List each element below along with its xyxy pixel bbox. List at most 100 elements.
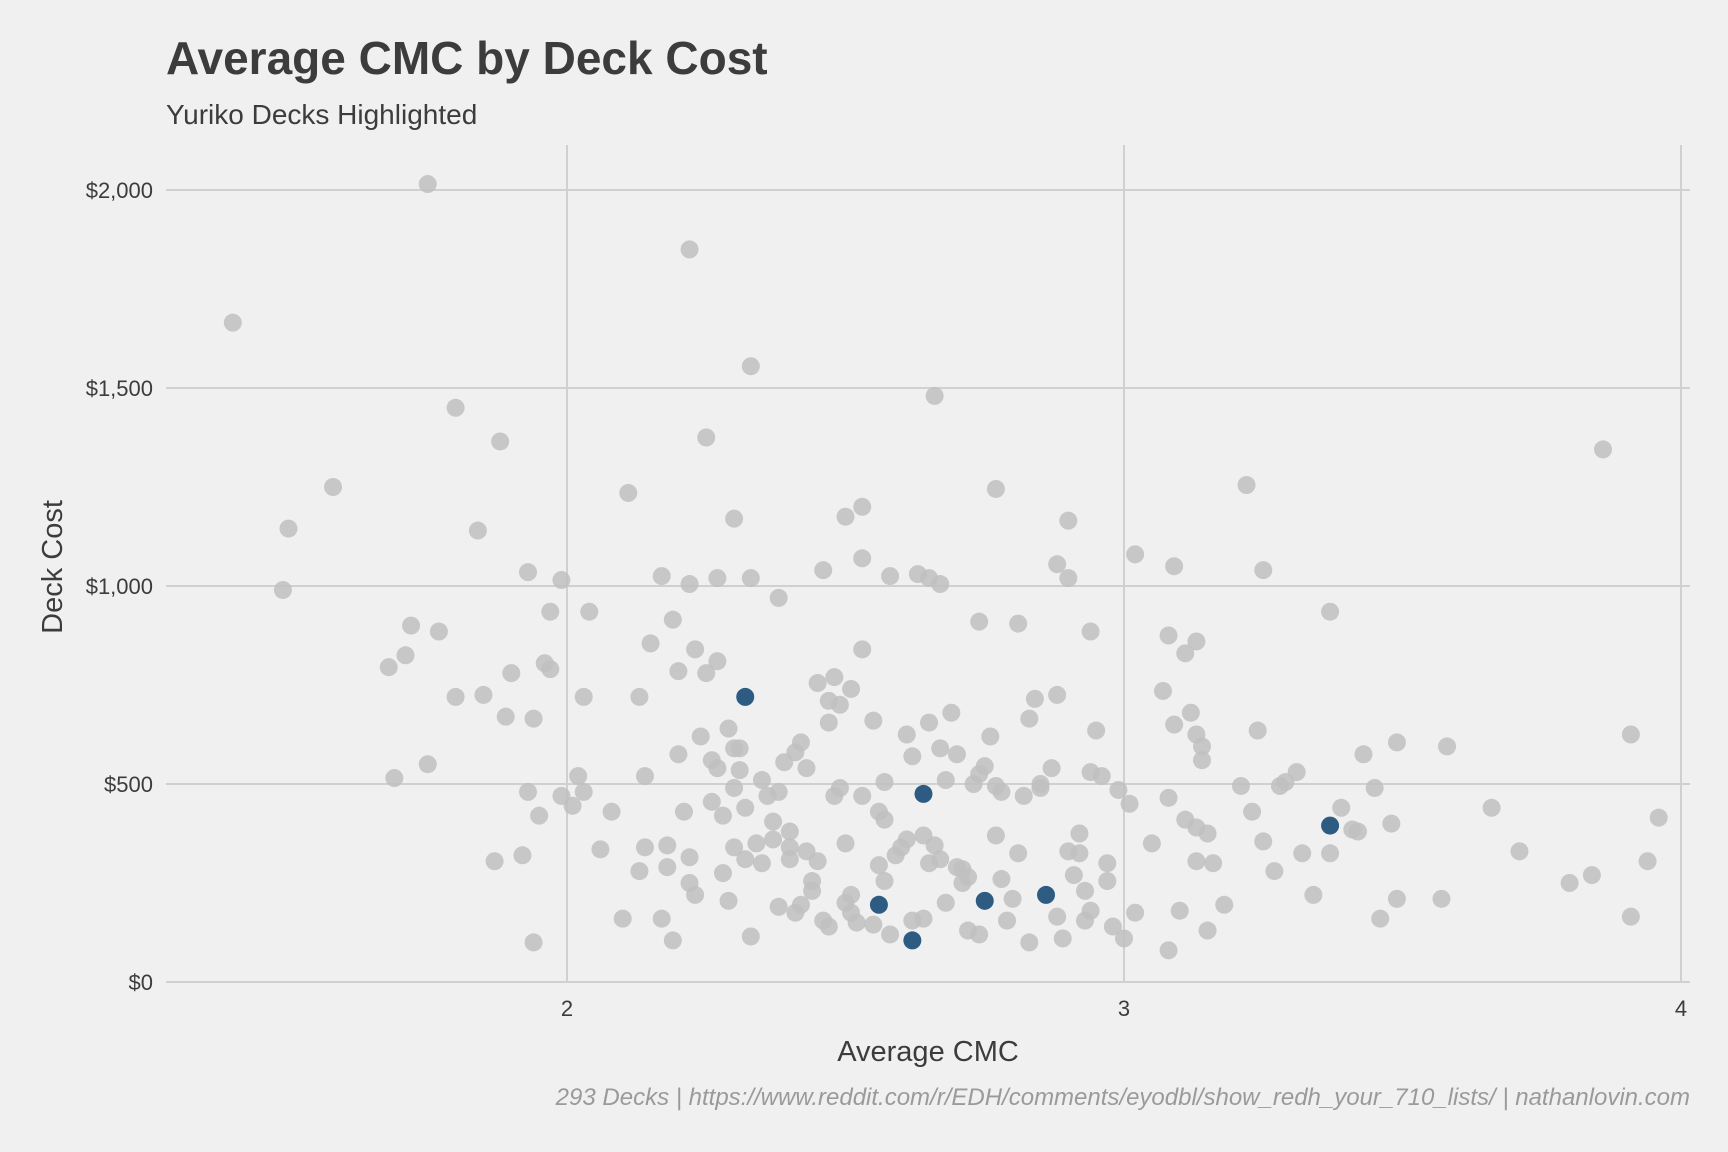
data-point bbox=[513, 846, 532, 865]
data-point bbox=[836, 834, 855, 853]
data-point bbox=[1321, 602, 1340, 621]
data-point bbox=[1432, 889, 1451, 908]
data-point bbox=[1332, 798, 1351, 817]
data-point bbox=[942, 703, 961, 722]
data-point bbox=[936, 893, 955, 912]
data-point bbox=[652, 909, 671, 928]
data-point bbox=[736, 850, 755, 869]
data-point bbox=[418, 755, 437, 774]
data-point bbox=[468, 521, 487, 540]
chart-title: Average CMC by Deck Cost bbox=[166, 32, 768, 84]
data-point bbox=[959, 868, 978, 887]
data-point bbox=[936, 771, 955, 790]
data-point bbox=[1287, 763, 1306, 782]
data-point bbox=[541, 660, 560, 679]
data-point bbox=[1081, 901, 1100, 920]
data-point bbox=[686, 640, 705, 659]
data-point bbox=[697, 664, 716, 683]
data-point bbox=[273, 580, 292, 599]
data-point bbox=[719, 891, 738, 910]
data-point bbox=[1126, 545, 1145, 564]
data-point bbox=[992, 870, 1011, 889]
data-point bbox=[819, 713, 838, 732]
data-point bbox=[925, 386, 944, 405]
highlighted-data-point bbox=[903, 931, 922, 950]
data-point bbox=[429, 622, 448, 641]
data-point bbox=[1176, 644, 1195, 663]
data-point bbox=[613, 909, 632, 928]
x-tick-label: 3 bbox=[1118, 996, 1130, 1021]
data-point bbox=[379, 658, 398, 677]
data-point bbox=[1187, 852, 1206, 871]
data-point bbox=[931, 739, 950, 758]
data-point bbox=[1020, 709, 1039, 728]
data-point bbox=[574, 782, 593, 801]
x-tick-label: 2 bbox=[561, 996, 573, 1021]
data-point bbox=[541, 602, 560, 621]
data-point bbox=[658, 858, 677, 877]
y-axis-label: Deck Cost bbox=[37, 500, 69, 634]
data-point bbox=[713, 806, 732, 825]
data-point bbox=[1387, 889, 1406, 908]
data-points bbox=[223, 175, 1668, 960]
data-point bbox=[1237, 476, 1256, 495]
data-point bbox=[719, 719, 738, 738]
data-point bbox=[920, 713, 939, 732]
data-point bbox=[1070, 824, 1089, 843]
data-point bbox=[1482, 798, 1501, 817]
data-point bbox=[1081, 622, 1100, 641]
data-point bbox=[658, 836, 677, 855]
data-point bbox=[1204, 854, 1223, 873]
data-point bbox=[1098, 872, 1117, 891]
data-point bbox=[519, 563, 538, 582]
data-point bbox=[1192, 737, 1211, 756]
data-point bbox=[764, 830, 783, 849]
data-point bbox=[580, 602, 599, 621]
data-point bbox=[1025, 689, 1044, 708]
data-point bbox=[1009, 614, 1028, 633]
data-point bbox=[780, 850, 799, 869]
data-point bbox=[630, 862, 649, 881]
data-point bbox=[474, 685, 493, 704]
data-point bbox=[602, 802, 621, 821]
data-point bbox=[569, 767, 588, 786]
data-point bbox=[986, 826, 1005, 845]
data-point bbox=[881, 567, 900, 586]
data-point bbox=[691, 727, 710, 746]
data-point bbox=[1365, 778, 1384, 797]
data-point bbox=[1098, 854, 1117, 873]
data-point bbox=[591, 840, 610, 859]
data-point bbox=[496, 707, 515, 726]
data-point bbox=[1053, 929, 1072, 948]
data-point bbox=[764, 812, 783, 831]
data-point bbox=[702, 792, 721, 811]
data-point bbox=[1187, 632, 1206, 651]
data-point bbox=[630, 687, 649, 706]
data-point bbox=[1070, 844, 1089, 863]
data-point bbox=[1103, 917, 1122, 936]
data-point bbox=[931, 575, 950, 594]
y-tick-label: $1,500 bbox=[86, 376, 153, 401]
highlighted-data-point bbox=[1037, 885, 1056, 904]
data-point bbox=[875, 872, 894, 891]
data-point bbox=[1076, 881, 1095, 900]
highlighted-data-point bbox=[1321, 816, 1340, 835]
data-point bbox=[853, 786, 872, 805]
data-point bbox=[970, 925, 989, 944]
data-point bbox=[975, 757, 994, 776]
data-point bbox=[875, 773, 894, 792]
data-point bbox=[1348, 822, 1367, 841]
data-point bbox=[1248, 721, 1267, 740]
data-point bbox=[1165, 715, 1184, 734]
data-point bbox=[1087, 721, 1106, 740]
data-point bbox=[502, 664, 521, 683]
data-point bbox=[635, 767, 654, 786]
data-point bbox=[1387, 733, 1406, 752]
data-point bbox=[903, 747, 922, 766]
data-point bbox=[663, 610, 682, 629]
x-tick-label: 4 bbox=[1675, 996, 1687, 1021]
data-point bbox=[669, 745, 688, 764]
data-point bbox=[1582, 866, 1601, 885]
data-point bbox=[830, 695, 849, 714]
highlighted-data-point bbox=[869, 895, 888, 914]
